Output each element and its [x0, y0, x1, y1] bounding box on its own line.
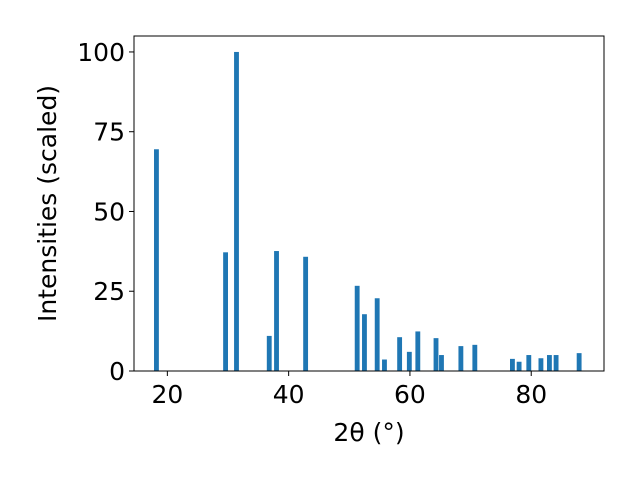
y-tick-label: 50: [93, 197, 125, 226]
bar: [382, 359, 387, 371]
y-tick-label: 75: [93, 118, 125, 147]
bar: [266, 335, 272, 371]
bar: [538, 358, 544, 371]
x-axis-label: 2θ (°): [333, 418, 404, 447]
bar: [234, 51, 239, 371]
y-tick-label: 25: [93, 277, 125, 306]
bar: [374, 298, 380, 371]
bar: [362, 314, 367, 371]
bar: [553, 355, 559, 371]
bar: [546, 355, 552, 371]
bar: [516, 361, 522, 371]
bar: [526, 355, 532, 371]
x-ticks: 20 40 60 80: [151, 371, 547, 409]
bar: [406, 351, 412, 371]
bar: [439, 355, 444, 371]
x-tick-label: 60: [394, 380, 426, 409]
bar: [433, 338, 439, 371]
bar: [354, 285, 360, 371]
bar: [274, 251, 279, 371]
bars-group: [154, 51, 582, 371]
x-tick-label: 80: [515, 380, 547, 409]
bar: [154, 149, 159, 371]
bar: [415, 331, 421, 371]
y-tick-label: 0: [109, 357, 125, 386]
bar: [303, 256, 309, 371]
x-tick-label: 20: [151, 380, 183, 409]
x-tick-label: 40: [273, 380, 305, 409]
bar: [458, 346, 464, 371]
y-ticks: 0 25 50 75 100: [77, 38, 134, 386]
bar: [576, 353, 582, 371]
bar: [472, 344, 478, 371]
y-axis-label: Intensities (scaled): [33, 85, 62, 322]
bar: [510, 358, 515, 371]
y-tick-label: 100: [77, 38, 125, 67]
plot-frame: [133, 35, 605, 372]
bar: [397, 337, 403, 371]
bar: [223, 252, 228, 371]
